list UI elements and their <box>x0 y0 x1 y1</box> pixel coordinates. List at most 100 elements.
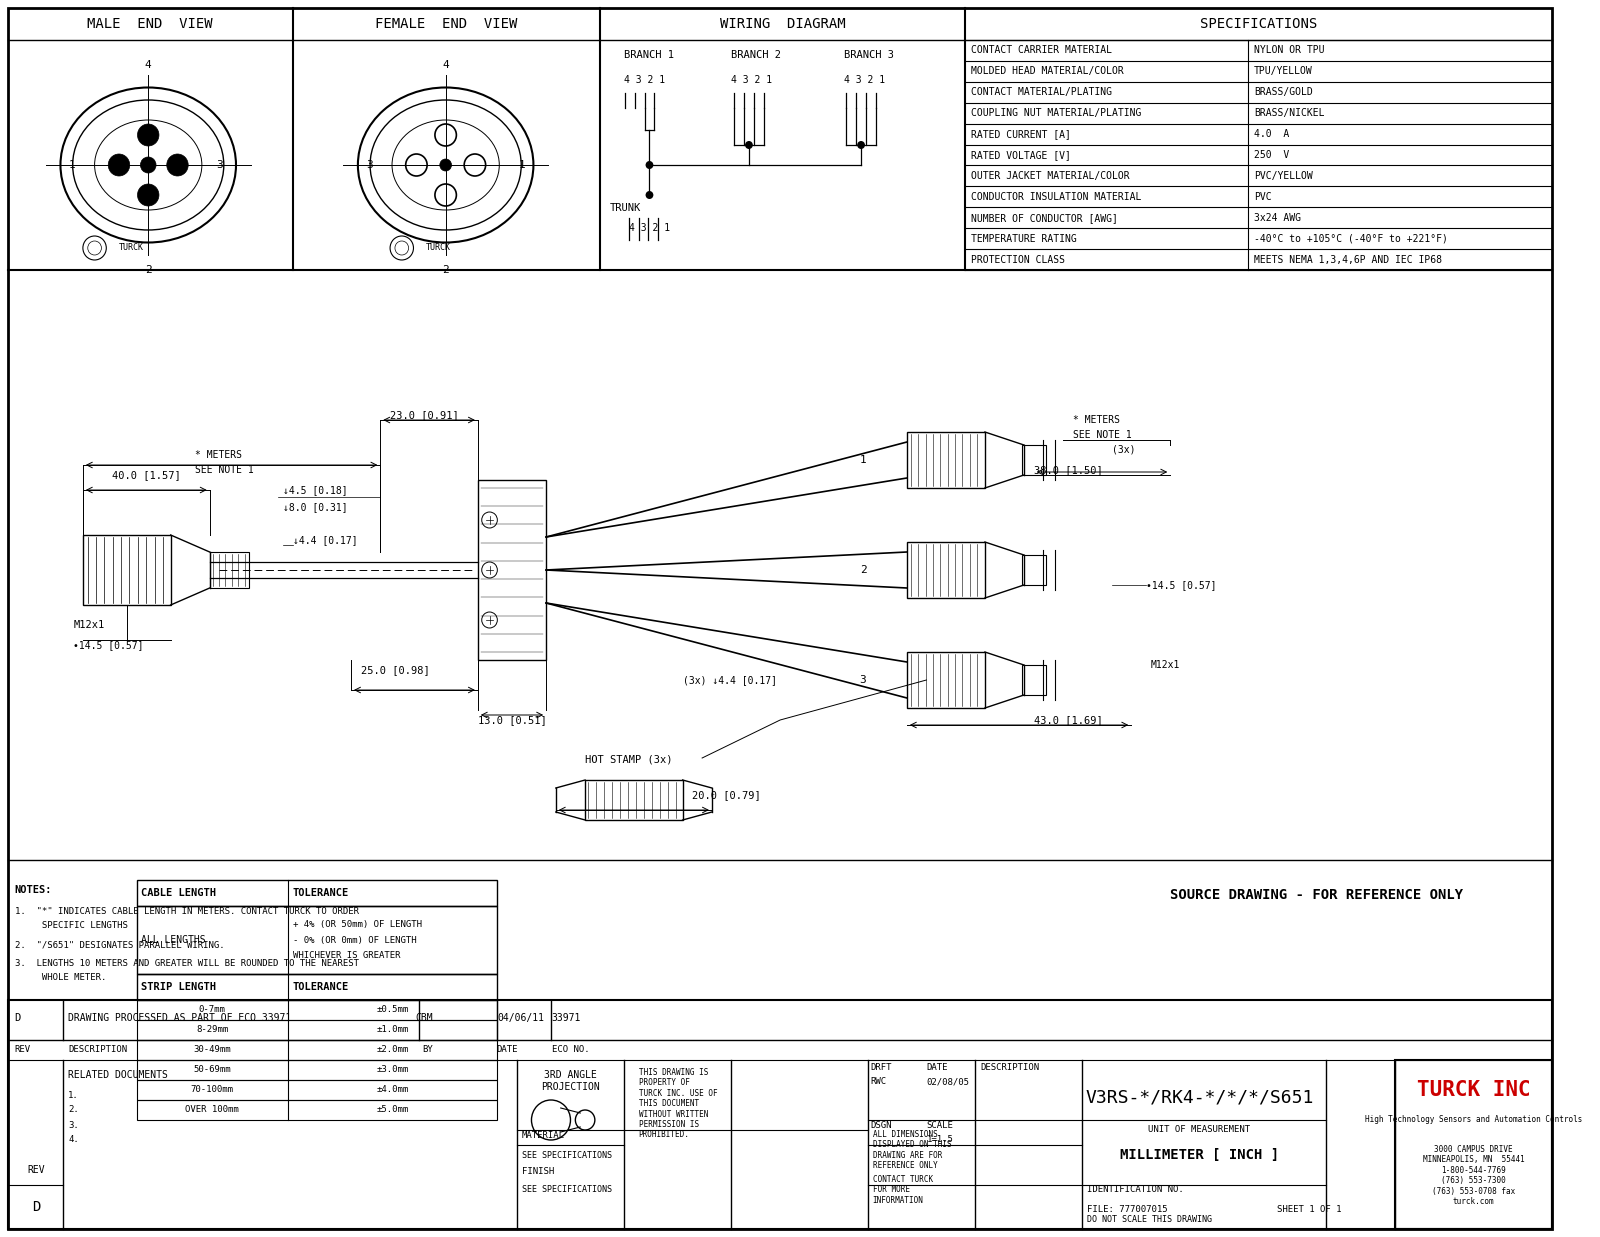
Text: High Technology Sensors and Automation Controls: High Technology Sensors and Automation C… <box>1365 1116 1582 1124</box>
Text: ±3.0mm: ±3.0mm <box>376 1065 408 1075</box>
Text: TRUNK: TRUNK <box>610 203 640 213</box>
Text: - 0% (OR 0mm) OF LENGTH: - 0% (OR 0mm) OF LENGTH <box>293 935 416 945</box>
Text: CONTACT TURCK
FOR MORE
INFORMATION: CONTACT TURCK FOR MORE INFORMATION <box>872 1175 933 1205</box>
Text: ALL DIMENSIONS
DISPLAYED ON THIS
DRAWING ARE FOR
REFERENCE ONLY: ALL DIMENSIONS DISPLAYED ON THIS DRAWING… <box>872 1131 952 1170</box>
Bar <box>1395 1060 1552 1230</box>
Text: REV: REV <box>14 1045 30 1054</box>
Bar <box>907 652 986 708</box>
Circle shape <box>645 190 653 199</box>
Text: MALE  END  VIEW: MALE END VIEW <box>88 17 213 31</box>
Text: 25.0 [0.98]: 25.0 [0.98] <box>362 666 429 675</box>
Text: 1: 1 <box>69 160 75 169</box>
Text: WHOLE METER.: WHOLE METER. <box>14 974 106 982</box>
Text: ↓4.4 [0.17]: ↓4.4 [0.17] <box>293 534 357 546</box>
Text: 23.0 [0.91]: 23.0 [0.91] <box>390 409 459 421</box>
Text: 20.0 [0.79]: 20.0 [0.79] <box>693 790 762 800</box>
Text: SPECIFICATIONS: SPECIFICATIONS <box>1200 17 1317 31</box>
Text: SPECIFIC LENGTHS: SPECIFIC LENGTHS <box>14 922 128 930</box>
Bar <box>136 1040 498 1060</box>
Text: 30-49mm: 30-49mm <box>194 1045 230 1054</box>
Text: DSGN: DSGN <box>870 1121 893 1129</box>
Text: SHEET 1 OF 1: SHEET 1 OF 1 <box>1277 1206 1342 1215</box>
Text: TURCK INC: TURCK INC <box>1416 1080 1530 1100</box>
Text: PROJECTION: PROJECTION <box>541 1082 600 1092</box>
Bar <box>83 534 171 605</box>
Text: BY: BY <box>422 1045 432 1054</box>
Text: OUTER JACKET MATERIAL/COLOR: OUTER JACKET MATERIAL/COLOR <box>971 171 1130 181</box>
Text: 3.: 3. <box>69 1121 78 1129</box>
Text: MILLIMETER [ INCH ]: MILLIMETER [ INCH ] <box>1120 1148 1278 1162</box>
Text: 2: 2 <box>146 265 152 275</box>
Text: 4.: 4. <box>69 1136 78 1144</box>
Text: * METERS: * METERS <box>1072 414 1120 426</box>
Bar <box>1022 666 1046 695</box>
Text: CONTACT MATERIAL/PLATING: CONTACT MATERIAL/PLATING <box>971 88 1112 98</box>
Text: ±2.0mm: ±2.0mm <box>376 1045 408 1054</box>
Text: 1.: 1. <box>69 1091 78 1100</box>
Bar <box>136 1100 498 1119</box>
Text: 3x24 AWG: 3x24 AWG <box>1254 213 1301 223</box>
Text: 3RD ANGLE: 3RD ANGLE <box>544 1070 597 1080</box>
Text: 40.0 [1.57]: 40.0 [1.57] <box>112 470 181 480</box>
Text: * METERS: * METERS <box>195 450 242 460</box>
Text: 2.  "/S651" DESIGNATES PARALLEL WIRING.: 2. "/S651" DESIGNATES PARALLEL WIRING. <box>14 940 224 950</box>
Text: TOLERANCE: TOLERANCE <box>293 888 349 898</box>
Text: 50-69mm: 50-69mm <box>194 1065 230 1075</box>
Circle shape <box>858 141 866 148</box>
Text: CABLE LENGTH: CABLE LENGTH <box>141 888 216 898</box>
Text: 4: 4 <box>442 61 450 71</box>
Text: DESCRIPTION: DESCRIPTION <box>69 1045 128 1054</box>
Text: (3x) ↓4.4 [0.17]: (3x) ↓4.4 [0.17] <box>683 675 776 685</box>
Text: (3x): (3x) <box>1112 445 1136 455</box>
Text: FILE: 777007015: FILE: 777007015 <box>1088 1206 1168 1215</box>
Text: DO NOT SCALE THIS DRAWING: DO NOT SCALE THIS DRAWING <box>1088 1216 1213 1225</box>
Text: 4.0  A: 4.0 A <box>1254 129 1290 139</box>
Text: ±5.0mm: ±5.0mm <box>376 1106 408 1115</box>
Text: SCALE: SCALE <box>926 1121 954 1129</box>
Text: 1: 1 <box>518 160 525 169</box>
Text: THIS DRAWING IS
PROPERTY OF
TURCK INC. USE OF
THIS DOCUMENT
WITHOUT WRITTEN
PERM: THIS DRAWING IS PROPERTY OF TURCK INC. U… <box>638 1068 717 1139</box>
Text: PVC: PVC <box>1254 192 1272 202</box>
Bar <box>478 480 546 661</box>
Text: DRFT: DRFT <box>870 1064 893 1072</box>
Text: 4 3 2 1: 4 3 2 1 <box>731 75 773 85</box>
Text: ±1.0mm: ±1.0mm <box>376 1025 408 1034</box>
Text: 2.: 2. <box>69 1106 78 1115</box>
Text: 8-29mm: 8-29mm <box>195 1025 229 1034</box>
Bar <box>136 999 498 1021</box>
Text: NOTES:: NOTES: <box>14 884 53 896</box>
Text: TPU/YELLOW: TPU/YELLOW <box>1254 67 1314 77</box>
Text: DATE: DATE <box>926 1064 947 1072</box>
Text: BRASS/GOLD: BRASS/GOLD <box>1254 88 1314 98</box>
Text: 250  V: 250 V <box>1254 150 1290 160</box>
Text: SOURCE DRAWING - FOR REFERENCE ONLY: SOURCE DRAWING - FOR REFERENCE ONLY <box>1170 888 1462 902</box>
Text: RATED VOLTAGE [V]: RATED VOLTAGE [V] <box>971 150 1070 160</box>
Text: 2: 2 <box>859 565 867 575</box>
Text: SEE SPECIFICATIONS: SEE SPECIFICATIONS <box>522 1150 611 1159</box>
Bar <box>136 1080 498 1100</box>
Text: CONDUCTOR INSULATION MATERIAL: CONDUCTOR INSULATION MATERIAL <box>971 192 1142 202</box>
Text: TOLERANCE: TOLERANCE <box>293 982 349 992</box>
Text: 1=1.5: 1=1.5 <box>926 1136 954 1144</box>
Text: 1: 1 <box>859 455 867 465</box>
Circle shape <box>440 160 451 171</box>
Text: 33971: 33971 <box>550 1013 581 1023</box>
Bar <box>136 905 498 974</box>
Text: 1.  "*" INDICATES CABLE LENGTH IN METERS. CONTACT TURCK TO ORDER: 1. "*" INDICATES CABLE LENGTH IN METERS.… <box>14 908 358 917</box>
Text: FEMALE  END  VIEW: FEMALE END VIEW <box>374 17 517 31</box>
Text: FINISH: FINISH <box>522 1168 554 1176</box>
Text: WIRING  DIAGRAM: WIRING DIAGRAM <box>720 17 845 31</box>
Bar <box>210 552 248 588</box>
Text: PVC/YELLOW: PVC/YELLOW <box>1254 171 1314 181</box>
Text: 04/06/11: 04/06/11 <box>498 1013 544 1023</box>
Text: BRANCH 3: BRANCH 3 <box>843 49 893 61</box>
Text: DATE: DATE <box>496 1045 518 1054</box>
Text: CONTACT CARRIER MATERIAL: CONTACT CARRIER MATERIAL <box>971 46 1112 56</box>
Text: ALL LENGTHS: ALL LENGTHS <box>141 935 206 945</box>
Text: -40°C to +105°C (-40°F to +221°F): -40°C to +105°C (-40°F to +221°F) <box>1254 234 1448 244</box>
Text: + 4% (OR 50mm) OF LENGTH: + 4% (OR 50mm) OF LENGTH <box>293 919 421 929</box>
Bar <box>136 1060 498 1080</box>
Text: 38.0 [1.50]: 38.0 [1.50] <box>1034 465 1102 475</box>
Text: 02/08/05: 02/08/05 <box>926 1077 970 1086</box>
Text: DRAWING PROCESSED AS PART OF ECO 33971: DRAWING PROCESSED AS PART OF ECO 33971 <box>69 1013 291 1023</box>
